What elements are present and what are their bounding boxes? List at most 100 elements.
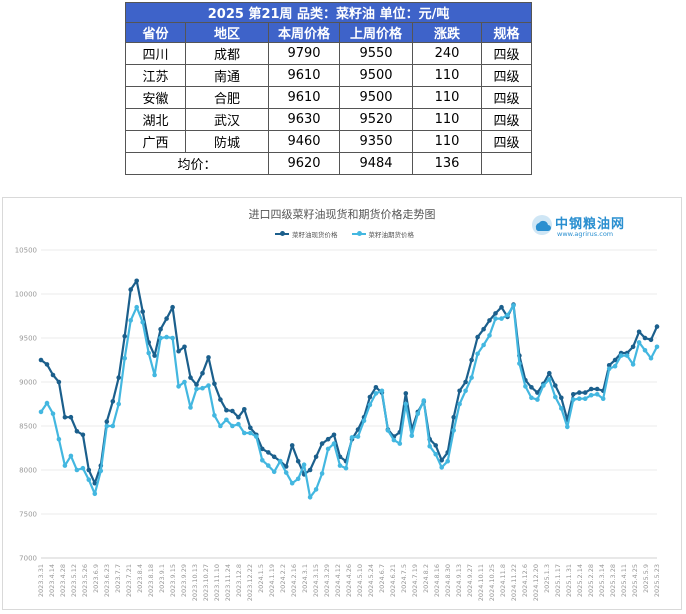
cell-this-week: 9610 [268,64,340,87]
cell-last-week: 9500 [339,64,413,87]
data-point-futures [439,465,445,470]
data-point-futures [427,443,433,449]
cell-region: 防城 [185,130,269,153]
table-title: 2025 第21周 品类：菜籽油 单位：元/吨 [124,2,533,23]
data-point-futures [206,383,211,388]
data-point-futures [260,458,265,463]
cell-province: 安徽 [125,86,186,109]
chart-legend: 菜籽油现货价格 菜籽油期货价格 [275,229,414,239]
data-point-spot [553,383,558,388]
table-row: 江苏 南通 9610 9500 110 四级 [125,64,533,87]
x-tick-label: 2024.1.19 [268,564,276,597]
x-tick-label: 2025.1.31 [565,564,573,597]
x-tick-label: 2024.9.27 [466,564,474,597]
average-label: 均价： [125,152,269,175]
data-point-futures [50,411,56,416]
table-average-row: 均价： 9620 9484 136 [125,152,533,175]
legend-label-spot: 菜籽油现货价格 [292,231,338,239]
data-point-futures [122,355,127,361]
data-point-spot [140,309,145,314]
y-tick-label: 10000 [15,291,37,299]
data-point-futures [535,397,540,402]
data-point-futures [493,316,498,321]
data-point-spot [433,443,439,448]
cell-change: 110 [412,64,482,87]
data-point-futures [92,491,98,497]
data-point-spot [313,454,319,460]
x-tick-label: 2023.6.9 [92,564,100,593]
data-point-spot [170,304,175,310]
header-province: 省份 [125,22,186,43]
data-point-spot [307,467,313,473]
cell-province: 江苏 [125,64,186,87]
data-point-spot [152,353,157,358]
data-point-spot [642,335,648,341]
data-point-spot [62,414,68,420]
cell-spec: 四级 [480,130,533,153]
legend-label-futures: 菜籽油期货价格 [368,231,415,239]
data-point-futures [301,462,307,468]
header-last-week: 上周价格 [339,22,413,43]
data-point-spot [38,357,44,363]
x-tick-label: 2025.5.9 [642,564,650,593]
x-tick-label: 2023.5.26 [81,564,89,597]
data-point-spot [44,362,50,367]
x-tick-label: 2024.11.8 [499,564,507,597]
data-point-spot [182,344,187,350]
x-tick-label: 2024.6.21 [389,564,397,597]
chart-title: 进口四级菜籽油现货和期货价格走势图 [248,208,436,221]
data-point-futures [277,458,283,464]
data-point-futures [582,396,588,401]
data-point-futures [170,335,175,341]
x-tick-label: 2024.10.25 [488,564,496,601]
data-point-spot [295,458,301,464]
data-point-spot [451,414,457,420]
data-point-futures [571,397,576,402]
data-point-futures [200,385,205,391]
x-tick-label: 2023.8.4 [136,564,144,593]
data-point-spot [367,394,373,400]
x-tick-label: 2024.3.15 [312,564,320,597]
data-point-spot [588,386,594,392]
data-point-spot [56,379,62,385]
x-tick-label: 2025.2.28 [587,564,595,597]
x-tick-label: 2025.1.3 [543,564,551,593]
data-point-futures [475,351,480,357]
y-tick-label: 8000 [19,467,37,475]
cell-region: 成都 [185,42,269,65]
data-point-spot [218,397,223,402]
data-point-spot [475,334,480,340]
cell-province: 广西 [125,130,186,153]
x-tick-label: 2023.12.8 [235,564,243,597]
data-point-spot [636,329,642,335]
data-point-spot [654,324,660,329]
data-point-futures [594,392,600,397]
data-point-futures [271,469,277,475]
data-point-spot [128,287,133,292]
data-point-futures [451,428,457,433]
cell-change: 110 [412,86,482,109]
data-point-futures [188,405,193,410]
data-point-spot [248,425,253,431]
data-point-spot [116,375,121,380]
x-tick-label: 2023.7.21 [125,564,133,597]
data-point-futures [295,476,301,482]
watermark-name: 中钢粮油网 [555,217,626,232]
data-point-futures [164,334,169,340]
data-point-futures [409,433,415,438]
data-point-spot [373,385,379,390]
data-point-spot [487,318,492,323]
data-point-spot [457,388,462,394]
cell-region: 合肥 [185,86,269,109]
data-point-futures [499,316,504,321]
data-point-spot [612,357,618,363]
data-point-futures [176,384,181,389]
data-point-spot [50,372,56,378]
data-point-spot [403,391,409,396]
data-point-spot [224,407,229,413]
data-point-futures [224,417,229,423]
data-point-spot [325,436,331,442]
data-point-futures [541,383,546,388]
x-tick-label: 2024.6.7 [378,564,386,593]
x-tick-label: 2024.4.26 [345,564,353,597]
